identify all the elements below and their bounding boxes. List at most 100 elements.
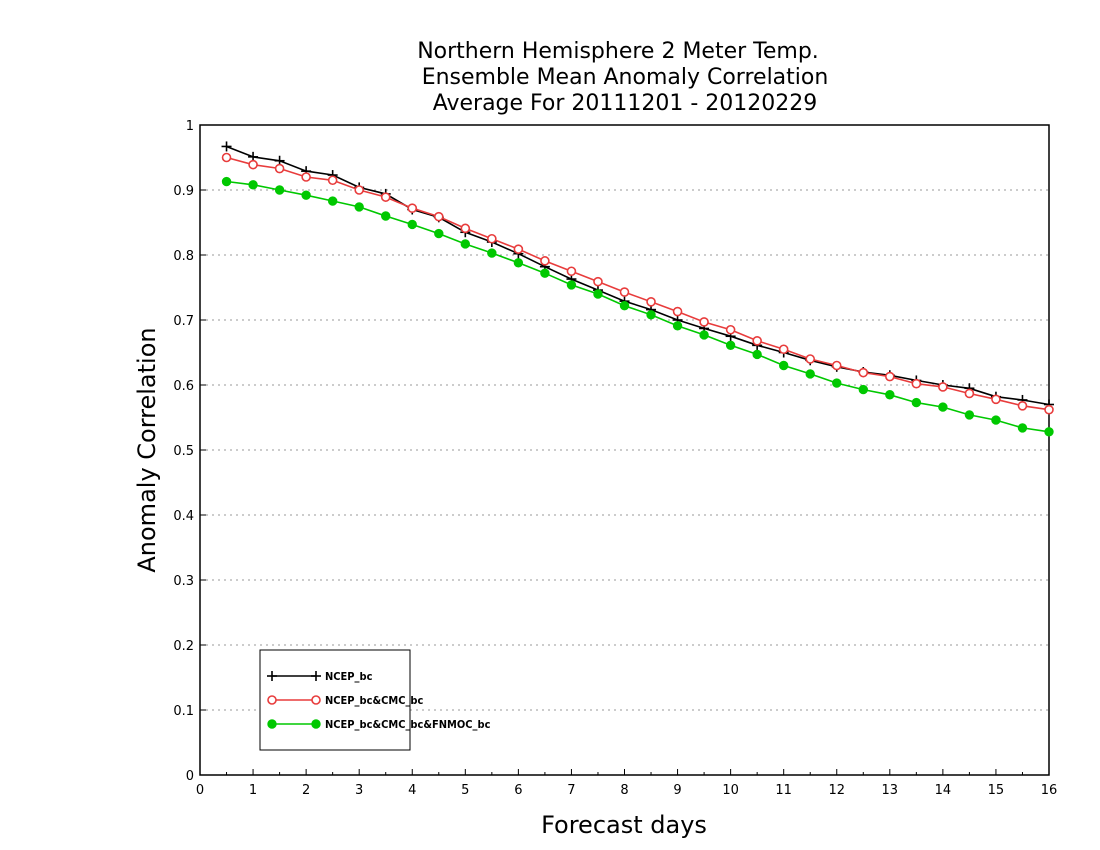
x-tick-label: 0 [196,783,204,798]
data-point [752,349,762,360]
data-point [699,317,709,327]
data-point [513,258,524,268]
data-point [354,185,364,195]
data-point [805,369,815,379]
data-point [831,360,842,371]
y-axis-label: Anomaly Correlation [133,327,161,572]
x-tick-label: 5 [461,783,469,798]
data-point [433,211,444,222]
y-tick-label: 0.8 [173,249,194,264]
data-point [381,211,391,221]
data-point [540,268,550,278]
data-point [301,172,311,182]
legend-item-3: NCEP_bc&CMC_bc&FNMOC_bc [267,718,491,731]
data-point [619,301,630,311]
data-point [354,202,364,212]
data-point [699,330,709,340]
data-point [566,266,577,277]
x-tick-label: 6 [514,783,522,798]
data-point [1044,404,1054,415]
data-point [487,248,497,258]
legend-item-1: NCEP_bc [267,670,373,683]
title-line-1: Northern Hemisphere 2 Meter Temp. [417,39,819,64]
series-line [226,145,1050,406]
data-point [221,176,232,187]
legend-item-2: NCEP_bc&CMC_bc [267,694,423,707]
series-group [221,141,1054,437]
data-point [991,415,1001,425]
y-tick-label: 0.5 [173,444,194,459]
data-point [407,203,418,213]
data-point [1017,400,1028,411]
data-point [274,185,285,195]
data-point [938,382,948,392]
data-point [938,402,948,412]
legend-marker [267,671,277,681]
y-tick-label: 1 [186,119,194,134]
series-2 [221,152,1054,415]
data-point [460,239,471,249]
grid [200,189,1049,711]
data-point [380,192,391,202]
data-point [1044,427,1054,437]
x-tick-label: 13 [882,783,899,798]
legend-label: NCEP_bc&CMC_bc&FNMOC_bc [325,718,491,731]
y-tick-label: 0.6 [173,379,194,394]
x-tick-label: 12 [828,783,845,798]
data-point [274,163,285,174]
x-tick-label: 9 [673,783,681,798]
y-tick-label: 0.2 [173,639,194,654]
data-point [221,141,232,152]
x-tick-label: 15 [988,783,1005,798]
x-axis-label: Forecast days [541,811,707,839]
x-tick-label: 16 [1041,783,1058,798]
y-tick-label: 0.1 [173,704,194,719]
x-tick-label: 14 [935,783,952,798]
data-point [540,256,550,266]
data-point [301,190,311,200]
series-3 [221,176,1054,437]
data-point [725,340,736,351]
legend-marker [311,695,321,705]
data-point [858,384,868,395]
data-point [805,354,816,364]
y-tick-label: 0.9 [173,184,194,199]
axis-ticks: 00.10.20.30.40.50.60.70.80.910 1 2 3 4 5 6 7 8 9 1… [173,119,1057,798]
data-point [778,344,789,355]
data-point [672,306,683,317]
x-tick-label: 1 [249,783,257,798]
data-point [964,410,975,420]
data-point [593,276,603,287]
y-tick-label: 0.7 [173,314,194,329]
data-point [327,196,338,206]
data-point [885,390,895,400]
data-point [832,378,842,388]
data-point [221,152,232,163]
data-point [566,280,577,290]
data-point [858,367,869,378]
x-tick-label: 3 [355,783,363,798]
data-point [619,287,630,297]
data-point [778,360,789,371]
legend-marker [311,719,321,729]
data-point [725,324,736,335]
data-point [460,223,471,234]
title-line-2: Ensemble Mean Anomaly Correlation [422,65,829,90]
data-point [646,310,656,320]
data-point [513,244,524,254]
x-tick-label: 4 [408,783,416,798]
legend-label: NCEP_bc&CMC_bc [325,694,423,707]
data-point [885,371,895,382]
data-point [911,397,922,408]
legend-marker [267,695,277,705]
legend-marker [267,719,277,729]
legend-label: NCEP_bc [325,670,373,683]
data-point [1017,423,1028,433]
data-point [593,289,603,299]
data-point [248,159,258,170]
x-tick-label: 8 [620,783,628,798]
data-point [672,321,683,331]
data-point [911,378,922,389]
data-point [646,296,656,307]
